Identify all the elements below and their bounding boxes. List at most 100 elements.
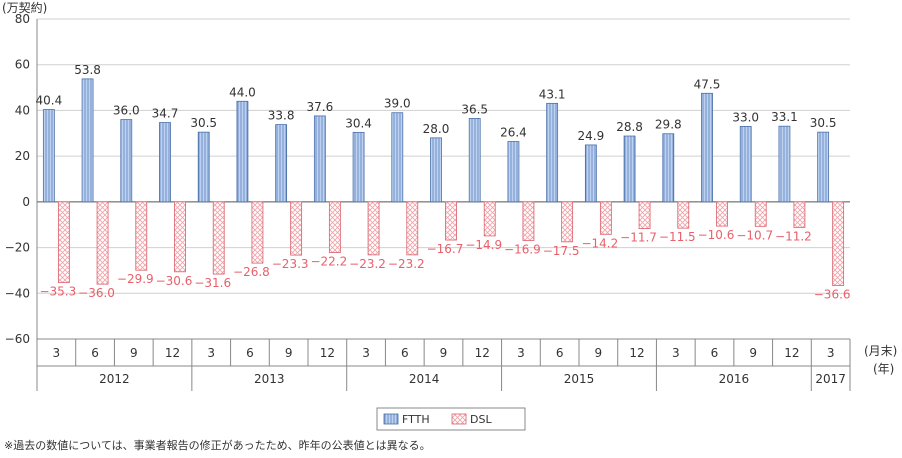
- ftth-bar: [817, 131, 830, 203]
- dsl-value-label: −11.5: [659, 230, 696, 244]
- ftth-bar: [313, 115, 326, 203]
- dsl-value-label: −31.6: [194, 276, 231, 290]
- ftth-bar: [701, 92, 713, 203]
- dsl-bar: [251, 201, 264, 264]
- year-tick-label: 2016: [719, 372, 750, 386]
- dsl-value-label: −29.9: [117, 272, 154, 286]
- dsl-bar: [599, 201, 612, 235]
- ftth-bar: [236, 100, 249, 203]
- month-tick-label: 6: [401, 346, 409, 360]
- dsl-value-label: −35.3: [39, 285, 76, 299]
- ftth-bar: [275, 124, 288, 203]
- y-tick-label: 0: [22, 195, 30, 209]
- y-tick-label: −20: [5, 241, 30, 255]
- legend-swatch-dsl: [451, 413, 467, 425]
- dsl-value-label: −10.6: [698, 228, 735, 242]
- dsl-bar: [290, 201, 303, 256]
- dsl-bar: [212, 201, 225, 275]
- y-tick-label: 40: [15, 103, 30, 117]
- dsl-value-label: −14.2: [581, 236, 618, 250]
- dsl-value-label: −10.7: [736, 228, 773, 242]
- ftth-bar: [778, 125, 791, 203]
- year-tick-label: 2013: [254, 372, 285, 386]
- ftth-value-label: 53.8: [74, 63, 101, 77]
- month-tick-label: 9: [285, 346, 293, 360]
- month-tick-label: 12: [784, 346, 799, 360]
- ftth-bar: [468, 118, 481, 203]
- dsl-bar: [328, 201, 341, 254]
- month-tick-label: 6: [711, 346, 719, 360]
- ftth-bar: [584, 144, 597, 203]
- data-labels: 40.4 −35.3 53.8 −36.0 36.0 −29.9 34.7 −30.6 30.5…: [35, 63, 850, 302]
- dsl-value-label: −16.7: [427, 242, 464, 256]
- dsl-value-label: −23.2: [349, 257, 386, 271]
- dsl-bar: [406, 201, 419, 256]
- ftth-bar: [81, 78, 94, 203]
- dsl-value-label: −30.6: [156, 274, 193, 288]
- ftth-value-label: 34.7: [152, 107, 179, 121]
- ftth-value-label: 29.8: [655, 118, 682, 132]
- legend-label-ftth: FTTH: [402, 413, 430, 426]
- ftth-bar: [623, 135, 636, 203]
- ftth-value-label: 36.0: [113, 104, 140, 118]
- ftth-bar: [430, 137, 442, 203]
- month-tick-label: 12: [629, 346, 644, 360]
- ftth-value-label: 33.1: [771, 110, 798, 124]
- month-tick-label: 9: [130, 346, 138, 360]
- year-tick-label: 2014: [409, 372, 440, 386]
- dsl-value-label: −22.2: [310, 255, 347, 269]
- ftth-bar: [391, 112, 404, 203]
- dsl-value-label: −23.2: [388, 257, 425, 271]
- dsl-bar: [677, 201, 690, 229]
- month-unit-label: (月末): [864, 344, 897, 358]
- ftth-value-label: 40.4: [35, 94, 62, 108]
- month-tick-label: 3: [53, 346, 61, 360]
- gridlines: [37, 18, 850, 340]
- dsl-value-label: −26.8: [233, 265, 270, 279]
- month-tick-label: 12: [475, 346, 490, 360]
- month-tick-label: 3: [672, 346, 680, 360]
- y-tick-label: 60: [15, 58, 30, 72]
- dsl-value-label: −23.3: [272, 257, 309, 271]
- legend-label-dsl: DSL: [470, 413, 492, 426]
- month-tick-label: 12: [165, 346, 180, 360]
- dsl-value-label: −14.9: [465, 238, 502, 252]
- ftth-bar: [120, 119, 133, 203]
- dsl-bar: [445, 201, 457, 241]
- dsl-bar: [793, 201, 806, 228]
- ftth-value-label: 36.5: [461, 102, 488, 116]
- month-tick-label: 9: [595, 346, 603, 360]
- y-tick-label: −40: [5, 286, 30, 300]
- dsl-bar: [832, 201, 845, 286]
- ftth-dsl-chart: (万契約)80 60 40 20 0 −20 −40 −60 40.4 −35.3 53.8 −36…: [2, 0, 897, 431]
- dsl-value-label: −11.7: [620, 231, 657, 245]
- ftth-bar: [739, 126, 752, 203]
- y-tick-label: 80: [15, 12, 30, 26]
- ftth-value-label: 39.0: [384, 97, 411, 111]
- legend-box: [376, 407, 526, 431]
- ftth-value-label: 30.4: [345, 116, 372, 130]
- ftth-value-label: 28.0: [423, 122, 450, 136]
- dsl-value-label: −11.2: [775, 229, 812, 243]
- ftth-value-label: 26.4: [500, 126, 527, 140]
- dsl-value-label: −16.9: [504, 242, 541, 256]
- ftth-bar: [546, 102, 559, 203]
- ftth-bar: [352, 131, 365, 203]
- dsl-bar: [174, 201, 186, 273]
- dsl-bar: [483, 201, 496, 237]
- dsl-bar: [135, 201, 148, 271]
- y-axis: (万契約)80 60 40 20 0 −20 −40 −60: [2, 0, 47, 346]
- year-tick-label: 2012: [99, 372, 130, 386]
- month-tick-label: 6: [246, 346, 254, 360]
- dsl-bar: [716, 201, 728, 227]
- month-tick-label: 3: [827, 346, 835, 360]
- y-tick-label: 20: [15, 149, 30, 163]
- footnote: ※過去の数値については、事業者報告の修正があったため、昨年の公表値とは異なる。: [4, 439, 431, 452]
- dsl-bar: [638, 201, 651, 230]
- ftth-value-label: 30.5: [810, 116, 837, 130]
- year-tick-label: 2017: [815, 372, 846, 386]
- month-tick-label: 3: [362, 346, 370, 360]
- ftth-bar: [197, 131, 210, 203]
- dsl-value-label: −36.6: [814, 288, 851, 302]
- ftth-bar: [159, 122, 171, 203]
